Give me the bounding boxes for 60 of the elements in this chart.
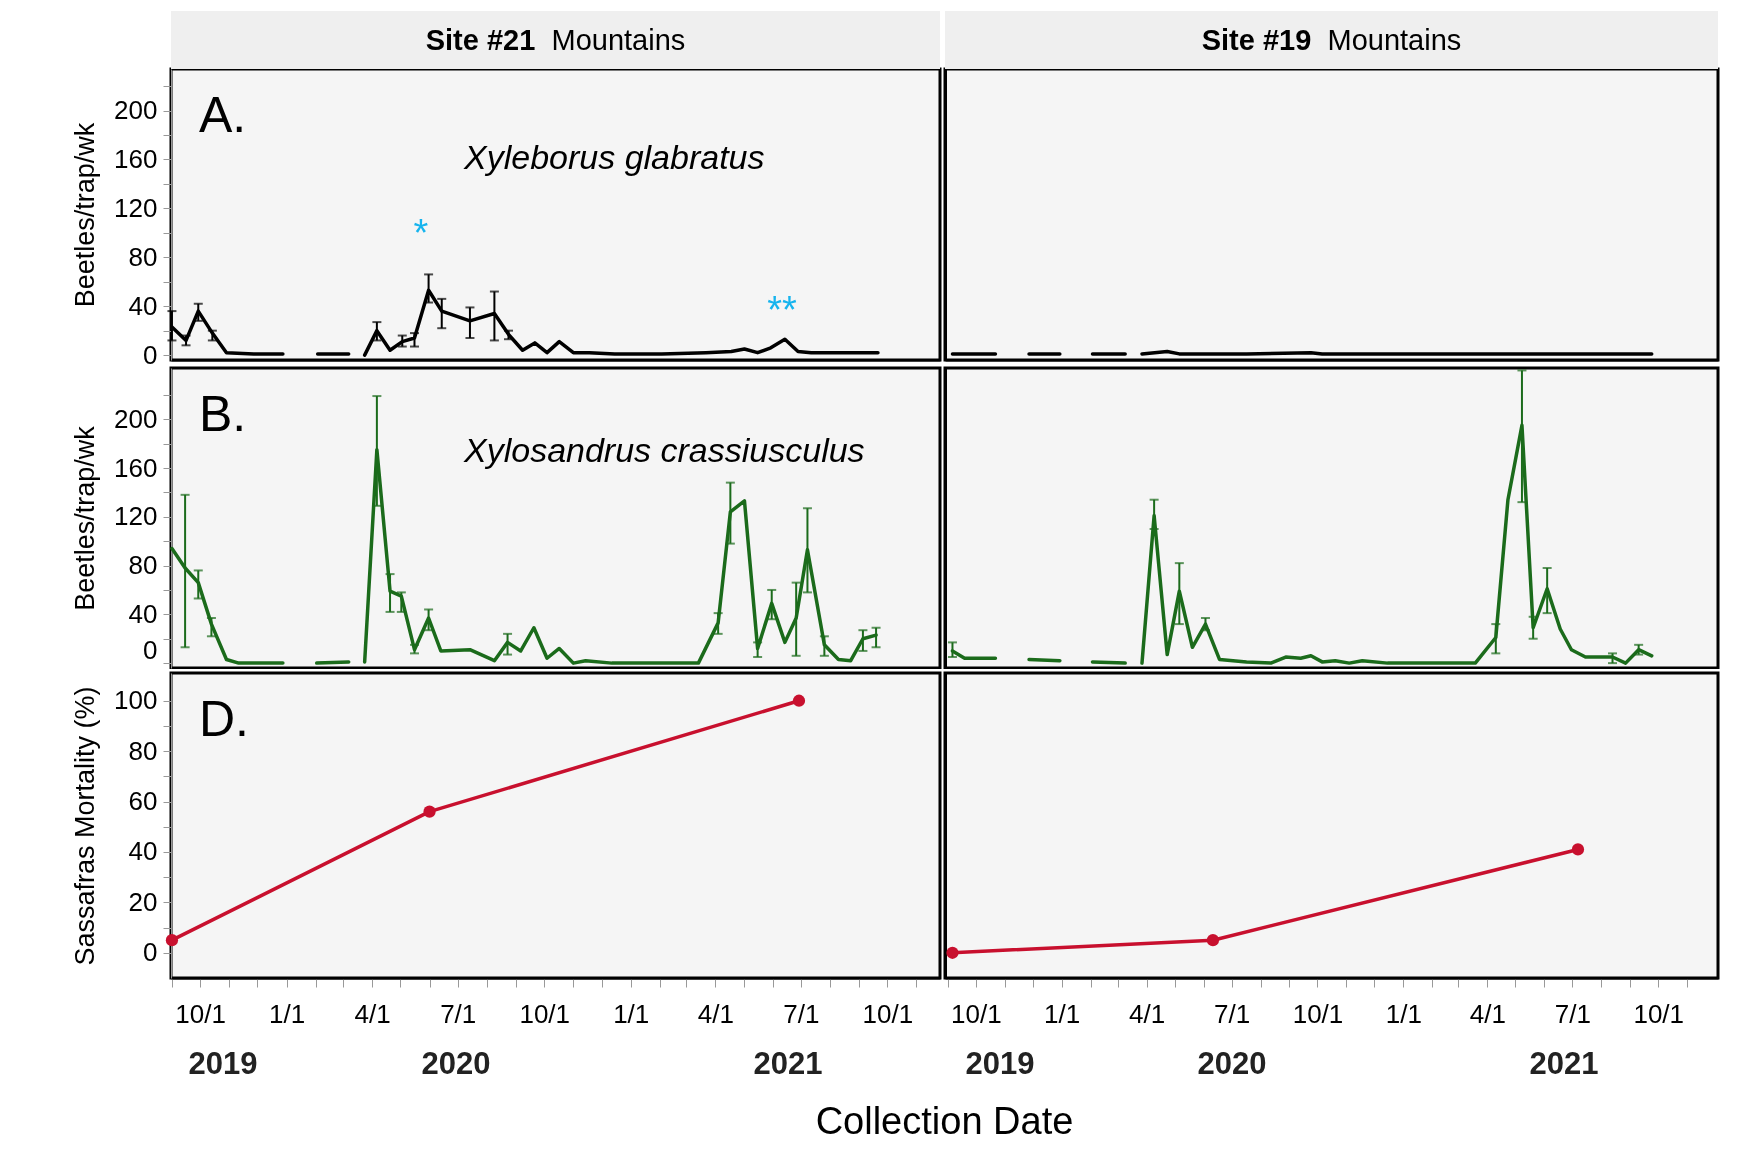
x-axis-title: Collection Date <box>814 1100 1075 1143</box>
x-tick-label: 10/1 <box>175 998 226 1029</box>
x-tick-label: 7/1 <box>1554 998 1591 1029</box>
annotation: B. <box>199 386 247 442</box>
chart-title: Site #19 <box>1201 24 1312 56</box>
y-tick-label: 80 <box>128 241 158 272</box>
y-tick-label: 40 <box>128 836 158 867</box>
x-tick-label: 1/1 <box>613 998 650 1029</box>
y-axis-title: Sassafras Mortality (%) <box>70 686 101 966</box>
y-tick-label: 160 <box>114 143 158 174</box>
chart-subtitle: Mountains <box>550 24 686 56</box>
y-axis-title: Beetles/trap/wk <box>70 425 101 611</box>
x-tick-label: 4/1 <box>1469 998 1506 1029</box>
x-tick-label: 1/1 <box>1044 998 1081 1029</box>
y-tick-label: 20 <box>128 886 158 917</box>
y-tick-label: 120 <box>114 192 158 223</box>
y-tick-label: 160 <box>114 452 158 483</box>
x-tick-label: 7/1 <box>783 998 820 1029</box>
text: 2020 <box>1197 1046 1267 1081</box>
point <box>792 694 806 707</box>
text: 2020 <box>421 1046 491 1081</box>
text: 2021 <box>1529 1046 1599 1081</box>
y-tick-label: 60 <box>128 786 158 817</box>
y-tick-label: 0 <box>143 339 158 370</box>
x-tick-label: 4/1 <box>354 998 391 1029</box>
y-tick-label: 200 <box>114 403 158 434</box>
x-tick-label: 10/1 <box>519 998 571 1029</box>
chart-title: Site #21 <box>425 24 536 56</box>
text: 2019 <box>188 1046 258 1081</box>
point <box>165 934 179 947</box>
annotation: Xyleborus glabratus <box>463 138 765 176</box>
y-tick-label: 0 <box>143 634 158 665</box>
x-tick-label: 7/1 <box>1214 998 1251 1029</box>
annotation: Xylosandrus crassiusculus <box>463 431 865 469</box>
x-tick-label: 4/1 <box>1129 998 1166 1029</box>
y-tick-label: 120 <box>114 501 158 532</box>
y-tick-label: 40 <box>128 290 158 321</box>
annotation: * <box>413 212 429 254</box>
x-tick-label: 1/1 <box>1385 998 1422 1029</box>
x-tick-label: 10/1 <box>1292 998 1344 1029</box>
text: 2021 <box>753 1046 823 1081</box>
x-tick-label: 1/1 <box>269 998 306 1029</box>
x-tick-label: 10/1 <box>862 998 914 1029</box>
text: 2019 <box>965 1046 1035 1081</box>
y-tick-label: 80 <box>128 550 158 581</box>
y-tick-label: 100 <box>114 685 158 716</box>
chart-subtitle: Mountains <box>1326 24 1462 56</box>
x-tick-label: 10/1 <box>951 998 1002 1029</box>
x-tick-label: 7/1 <box>440 998 477 1029</box>
point <box>423 805 436 818</box>
annotation: ** <box>767 289 797 331</box>
y-axis-title: Beetles/trap/wk <box>70 122 101 308</box>
x-tick-label: 4/1 <box>697 998 734 1029</box>
annotation: A. <box>199 87 247 143</box>
y-tick-label: 80 <box>128 735 158 766</box>
annotation: D. <box>199 691 249 747</box>
y-tick-label: 200 <box>114 95 158 126</box>
y-tick-label: 40 <box>128 598 158 629</box>
y-tick-label: 0 <box>143 937 158 968</box>
x-tick-label: 10/1 <box>1633 998 1685 1029</box>
